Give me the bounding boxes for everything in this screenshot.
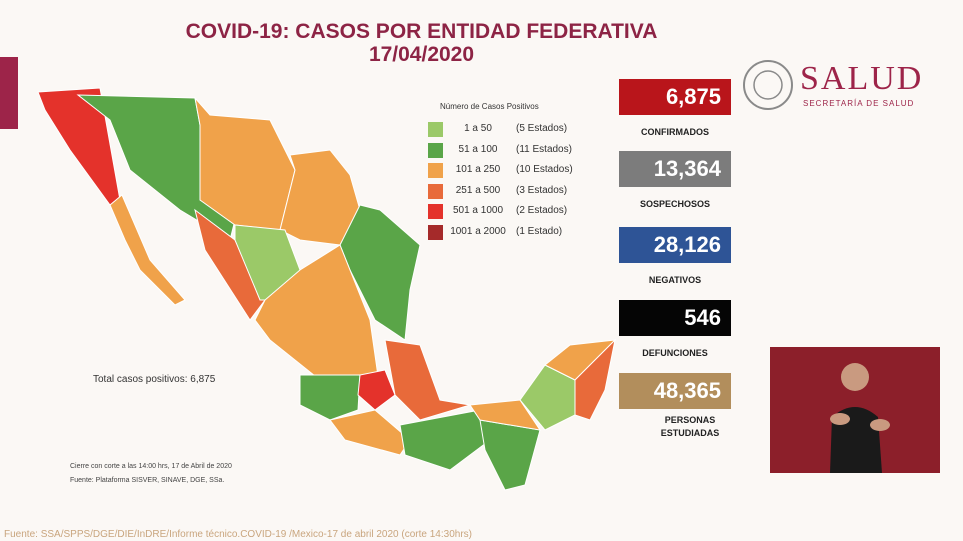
date: 17/04/2020 bbox=[368, 43, 475, 66]
stat-value: 13,364 bbox=[619, 151, 731, 187]
legend-count: (11 Estados) bbox=[516, 143, 572, 155]
stat-label: DEFUNCIONES bbox=[642, 348, 708, 358]
legend-title: Número de Casos Positivos bbox=[440, 102, 539, 111]
legend-range: 1001 a 2000 bbox=[450, 225, 506, 237]
legend-range: 501 a 1000 bbox=[452, 205, 504, 216]
logo-emblem bbox=[743, 60, 793, 110]
legend-swatch bbox=[428, 204, 443, 219]
legend-swatch bbox=[428, 142, 443, 158]
stat-label: CONFIRMADOS bbox=[641, 127, 709, 137]
logo-name: SALUD bbox=[800, 60, 924, 97]
note: Cierre con corte a las 14:00 hrs, 17 de … bbox=[70, 463, 232, 470]
legend-count: (3 Estados) bbox=[516, 184, 568, 196]
map bbox=[37, 87, 617, 491]
logo-subtitle: SECRETARÍA DE SALUD bbox=[803, 99, 915, 108]
title: COVID-19: CASOS POR ENTIDAD FEDERATIVA bbox=[185, 20, 658, 43]
legend-count: (1 Estado) bbox=[516, 225, 563, 237]
stat-label: PERSONAS ESTUDIADAS bbox=[660, 415, 720, 438]
legend-range: 51 a 100 bbox=[458, 143, 498, 155]
stat-value: 6,875 bbox=[619, 79, 731, 115]
interpreter-video bbox=[770, 347, 940, 473]
legend-swatch bbox=[428, 224, 443, 240]
legend-range: 251 a 500 bbox=[455, 184, 501, 196]
legend-count: (5 Estados) bbox=[516, 123, 568, 134]
legend-range: 1 a 50 bbox=[464, 123, 492, 134]
legend-swatch bbox=[428, 163, 443, 178]
note: Fuente: Plataforma SISVER, SINAVE, DGE, … bbox=[70, 477, 225, 484]
source: Fuente: SSA/SPPS/DGE/DIE/InDRE/Informe t… bbox=[4, 529, 472, 540]
stat-value: 546 bbox=[619, 300, 731, 336]
stat-value: 28,126 bbox=[619, 227, 731, 263]
legend-swatch bbox=[428, 122, 443, 137]
legend-count: (10 Estados) bbox=[516, 164, 573, 175]
stat-label: SOSPECHOSOS bbox=[639, 199, 711, 209]
legend-count: (2 Estados) bbox=[516, 205, 568, 216]
side-bar bbox=[0, 57, 18, 129]
total: Total casos positivos: 6,875 bbox=[93, 374, 216, 385]
legend-range: 101 a 250 bbox=[455, 164, 501, 175]
stat-value: 48,365 bbox=[619, 373, 731, 409]
legend-swatch bbox=[428, 183, 443, 199]
stat-label: NEGATIVOS bbox=[648, 275, 702, 285]
